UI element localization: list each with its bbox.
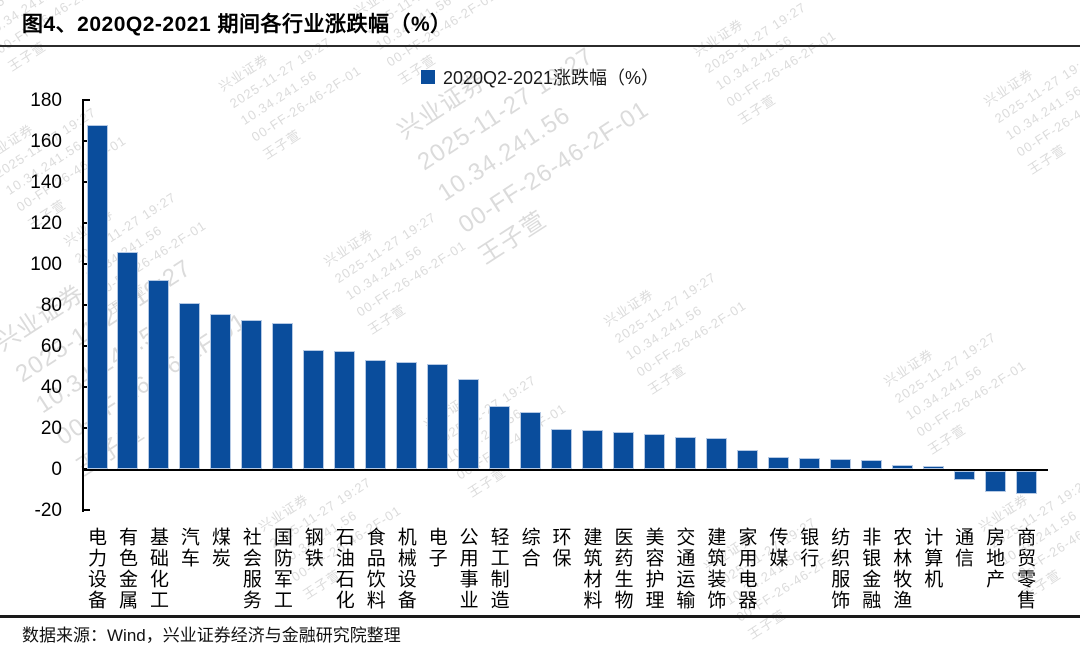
bar-建筑材料 <box>582 430 604 469</box>
x-axis-category-label: 美容护理 <box>642 527 664 611</box>
x-axis-category-label: 机械设备 <box>394 527 416 611</box>
x-axis-category-label: 交通运输 <box>673 527 695 611</box>
legend-label: 2020Q2-2021涨跌幅（%） <box>442 68 660 88</box>
legend-swatch-icon <box>420 70 435 84</box>
bar-交通运输 <box>674 437 696 469</box>
x-axis-category-label: 纺织服饰 <box>828 527 850 611</box>
x-axis-category-label: 银行 <box>797 527 819 569</box>
y-axis-tick-label: 140 <box>30 172 62 193</box>
x-axis-zero-line <box>82 469 1048 471</box>
chart-legend: 2020Q2-2021涨跌幅（%） <box>0 64 1080 90</box>
y-axis-tick-mark <box>82 304 90 306</box>
bar-轻工制造 <box>489 406 511 469</box>
x-axis-category-label: 公用事业 <box>456 527 478 611</box>
x-axis-category-label: 汽车 <box>177 527 199 569</box>
bar-商贸零售 <box>1015 471 1037 494</box>
bar-美容护理 <box>643 434 665 469</box>
x-axis-category-label: 建筑装饰 <box>704 527 726 611</box>
y-axis-line <box>82 100 84 512</box>
bar-计算机 <box>922 466 944 469</box>
y-axis-tick-label: 180 <box>30 90 62 111</box>
x-axis-category-label: 基础化工 <box>146 527 168 611</box>
y-axis-tick-mark <box>82 386 90 388</box>
x-axis-category-label: 农林牧渔 <box>890 527 912 611</box>
bar-传媒 <box>767 457 789 469</box>
bar-食品饮料 <box>365 360 387 469</box>
y-axis-tick-mark <box>82 222 90 224</box>
y-axis-tick-label: 120 <box>30 213 62 234</box>
y-axis-tick-label: 60 <box>40 336 62 357</box>
x-axis-category-label: 电力设备 <box>85 527 106 611</box>
bar-机械设备 <box>396 362 418 469</box>
bar-农林牧渔 <box>891 465 913 469</box>
x-axis-category-label: 食品饮料 <box>363 527 385 611</box>
figure-title: 图4、2020Q2-2021 期间各行业涨跌幅（%） <box>22 13 452 36</box>
x-axis-category-label: 石油石化 <box>332 527 354 611</box>
x-axis-category-label: 非银金融 <box>859 527 881 611</box>
x-axis-category-label: 建筑材料 <box>580 527 602 611</box>
title-divider-line <box>0 45 1080 47</box>
x-axis-category-label: 计算机 <box>921 527 943 590</box>
bar-国防军工 <box>272 323 294 469</box>
y-axis-tick-mark <box>82 509 90 511</box>
x-axis-category-label: 有色金属 <box>115 527 137 611</box>
x-axis-category-label: 环保 <box>549 527 571 569</box>
bar-家用电器 <box>736 450 758 469</box>
x-axis-category-label: 国防军工 <box>270 527 292 611</box>
x-axis-category-label: 家用电器 <box>735 527 757 611</box>
bar-医药生物 <box>612 432 634 469</box>
x-axis-category-label: 钢铁 <box>301 527 323 569</box>
y-axis-tick-label: 0 <box>51 459 62 480</box>
bar-社会服务 <box>241 320 263 469</box>
y-axis-tick-mark <box>82 263 90 265</box>
bar-电子 <box>427 364 449 469</box>
y-axis-tick-mark <box>82 181 90 183</box>
bar-电力设备 <box>86 125 108 469</box>
bar-非银金融 <box>860 460 882 469</box>
x-axis-category-label: 医药生物 <box>611 527 633 611</box>
y-axis-tick-label: 20 <box>40 418 62 439</box>
bar-有色金属 <box>117 252 139 469</box>
bar-煤炭 <box>210 314 232 469</box>
bar-石油石化 <box>334 351 356 469</box>
y-axis-tick-label: 100 <box>30 254 62 275</box>
bar-基础化工 <box>148 280 170 469</box>
y-axis-tick-mark <box>82 99 90 101</box>
bar-公用事业 <box>458 379 480 469</box>
bar-通信 <box>953 471 975 480</box>
x-axis-category-label: 综合 <box>518 527 540 569</box>
bar-汽车 <box>179 303 201 469</box>
x-axis-category-label: 传媒 <box>766 527 788 569</box>
figure-bottom-border <box>0 615 1080 618</box>
y-axis-tick-mark <box>82 427 90 429</box>
x-axis-category-label: 电子 <box>425 527 447 569</box>
y-axis-tick-mark <box>82 140 90 142</box>
data-source-note: 数据来源：Wind，兴业证券经济与金融研究院整理 <box>22 626 401 645</box>
bar-银行 <box>798 458 820 469</box>
bar-建筑装饰 <box>705 438 727 469</box>
bar-环保 <box>551 429 573 469</box>
y-axis-tick-label: 80 <box>40 295 62 316</box>
x-axis-category-label: 社会服务 <box>239 527 261 611</box>
x-axis-category-label: 商贸零售 <box>1014 527 1036 611</box>
x-axis-category-label: 房地产 <box>983 527 1005 590</box>
bar-综合 <box>520 412 542 469</box>
y-axis-tick-label: 160 <box>30 131 62 152</box>
bar-纺织服饰 <box>829 459 851 469</box>
x-axis-category-label: 煤炭 <box>208 527 230 569</box>
bar-房地产 <box>984 471 1006 492</box>
y-axis-tick-label: -20 <box>34 500 62 521</box>
y-axis-tick-mark <box>82 345 90 347</box>
bar-钢铁 <box>303 350 325 469</box>
x-axis-category-label: 通信 <box>952 527 974 569</box>
y-axis-tick-label: 40 <box>40 377 62 398</box>
x-axis-category-label: 轻工制造 <box>487 527 509 611</box>
